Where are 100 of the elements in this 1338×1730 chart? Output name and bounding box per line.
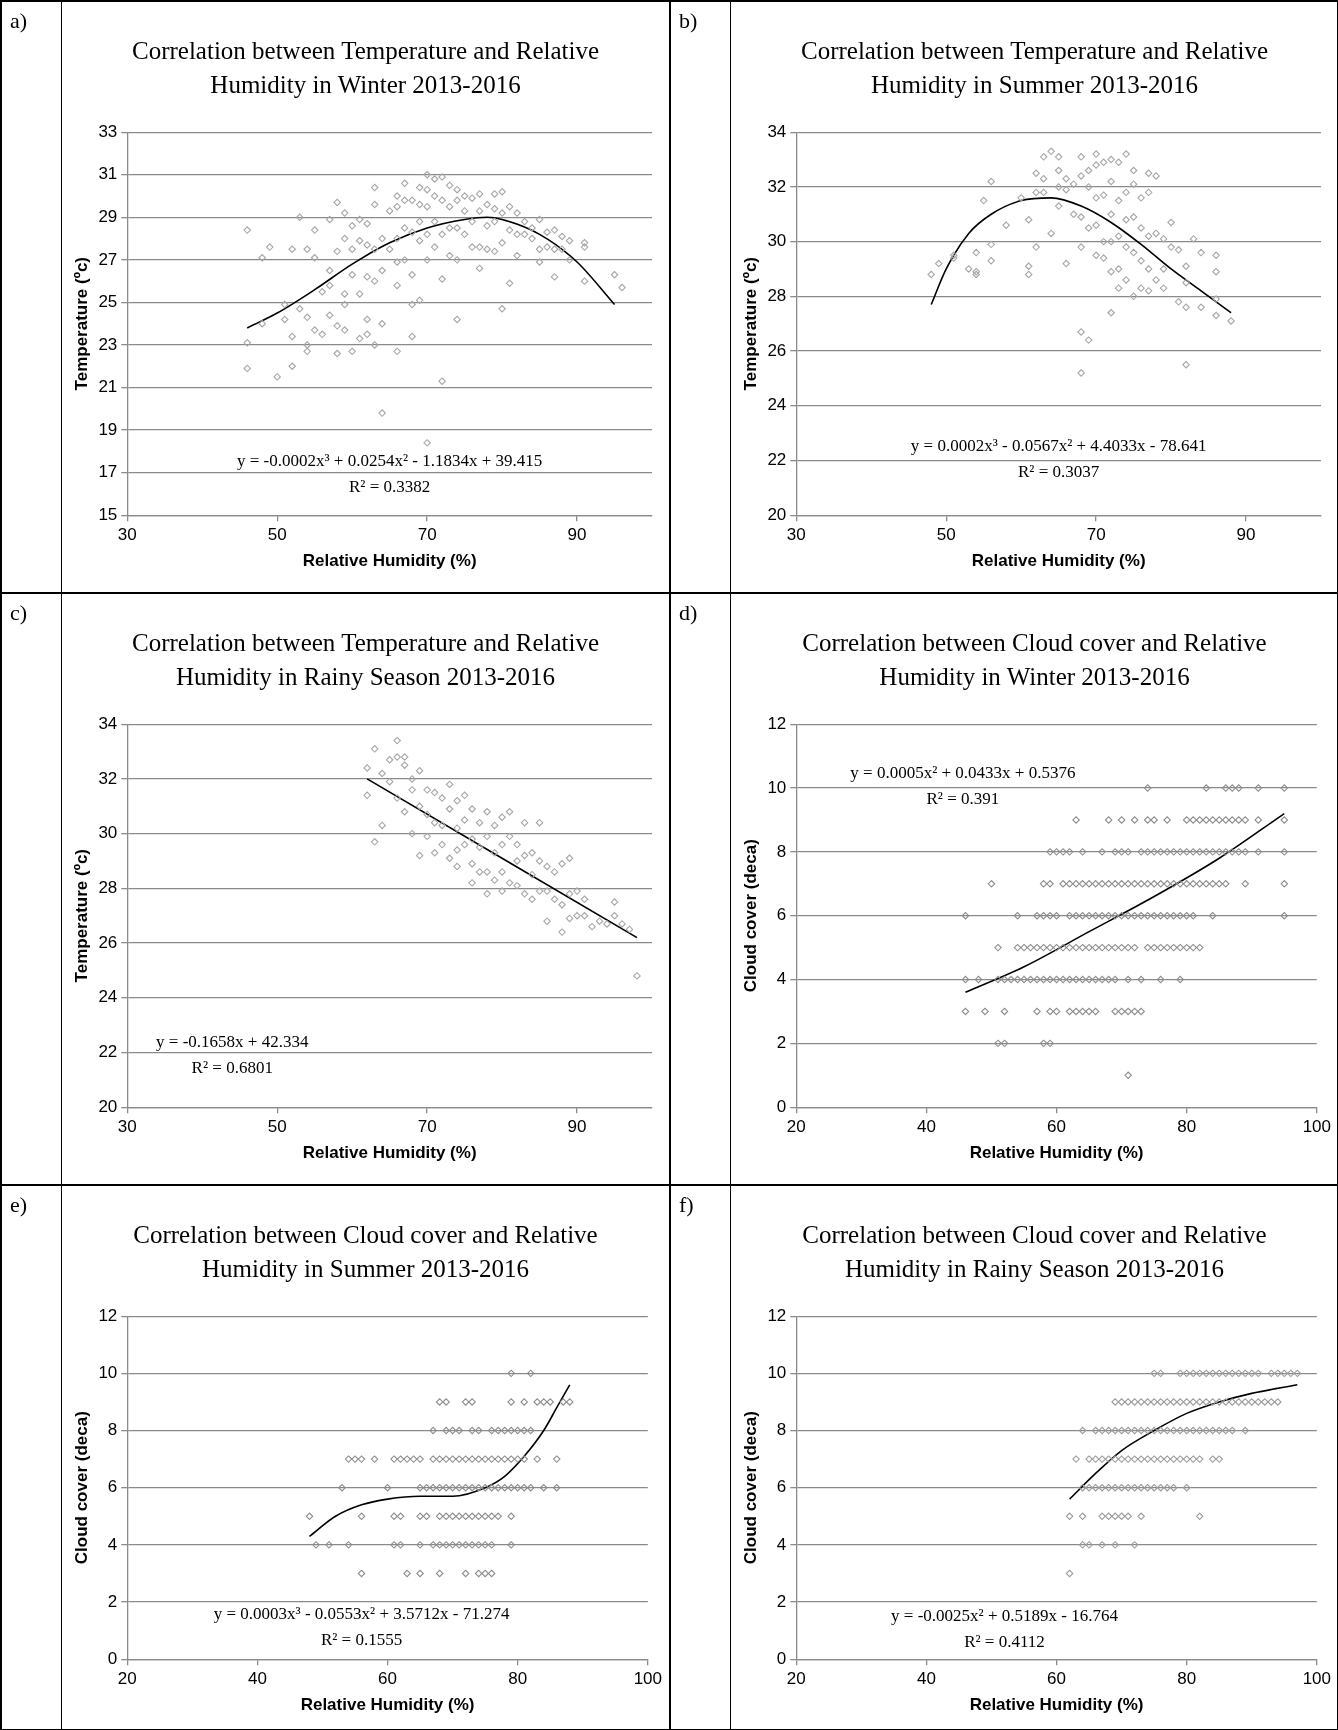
y-tick-label: 26 (766, 340, 786, 360)
y-tick-label: 29 (97, 207, 117, 226)
y-tick-label: 24 (97, 987, 117, 1007)
y-axis-title: Cloud cover (deca) (740, 839, 760, 993)
annotation: y = 0.0003x³ - 0.0553x² + 3.5712x - 71.274 (213, 1604, 510, 1624)
y-tick-label: 2 (776, 1033, 786, 1053)
x-tick-label: 90 (567, 525, 587, 545)
x-tick-label: 40 (247, 1669, 267, 1689)
x-tick-label: 70 (417, 1117, 437, 1137)
chart-title: Correlation between Temperature and Relative Humidity in Summer 2013-2016 (799, 36, 1269, 100)
y-tick-label: 15 (97, 504, 117, 524)
y-tick-label: 6 (776, 1477, 786, 1497)
x-axis-title: Relative Humidity (%) (300, 1695, 474, 1715)
y-tick-label: 27 (97, 249, 117, 269)
y-axis-title: Cloud cover (deca) (71, 1411, 91, 1565)
y-tick-label: 19 (97, 419, 117, 439)
chart-title: Correlation between Cloud cover and Relative Humidity in Winter 2013-2016 (801, 628, 1268, 692)
annotation: y = -0.0025x² + 0.5189x - 16.764 (890, 1605, 1118, 1625)
x-tick-label: 60 (1046, 1117, 1066, 1137)
x-tick-label: 100 (633, 1669, 662, 1689)
y-tick-label: 12 (766, 1305, 786, 1325)
x-axis-title: Relative Humidity (%) (302, 551, 477, 571)
x-axis-title: Relative Humidity (%) (969, 1695, 1143, 1715)
y-tick-label: 10 (766, 777, 786, 797)
x-tick-label: 50 (936, 525, 956, 545)
y-tick-label: 34 (766, 121, 786, 141)
y-tick-label: 24 (766, 395, 786, 415)
y-tick-label: 2 (776, 1591, 786, 1611)
annotation: R² = 0.6801 (191, 1057, 273, 1077)
y-tick-label: 2 (107, 1591, 117, 1611)
x-axis-title: Relative Humidity (%) (302, 1143, 477, 1163)
text: b) (671, 2, 731, 592)
chart-title: Correlation between Temperature and Relative Humidity in Winter 2013-2016 (130, 36, 600, 100)
y-axis-title: Cloud cover (deca) (740, 1411, 760, 1565)
y-tick-label: 0 (107, 1648, 117, 1668)
y-tick-label: 28 (97, 878, 117, 898)
x-tick-label: 90 (1236, 525, 1256, 545)
annotation: y = -0.1658x + 42.334 (155, 1031, 309, 1051)
x-tick-label: 80 (1176, 1117, 1196, 1137)
x-tick-label: 80 (1176, 1669, 1196, 1689)
annotation: R² = 0.3382 (348, 477, 430, 497)
x-tick-label: 60 (1046, 1669, 1066, 1689)
y-tick-label: 31 (97, 164, 117, 184)
annotation: R² = 0.4112 (963, 1631, 1045, 1651)
chart-title: Correlation between Cloud cover and Relative Humidity in Summer 2013-2016 (132, 1220, 599, 1284)
text: f) (671, 1186, 731, 1729)
y-tick-label: 34 (97, 713, 117, 733)
chart-title: Correlation between Cloud cover and Relative Humidity in Rainy Season 2013-2016 (801, 1220, 1268, 1284)
y-tick-label: 6 (776, 905, 786, 925)
x-tick-label: 40 (916, 1669, 936, 1689)
y-tick-label: 28 (766, 286, 786, 306)
y-tick-label: 20 (97, 1096, 117, 1116)
y-tick-label: 8 (776, 841, 786, 861)
y-tick-label: 25 (97, 292, 117, 312)
y-tick-label: 4 (107, 1534, 117, 1554)
y-tick-label: 30 (766, 231, 786, 251)
y-tick-label: 30 (97, 823, 117, 843)
y-tick-label: 6 (107, 1477, 117, 1497)
y-axis-title: Temperature (ºc) (71, 848, 91, 983)
y-axis-title: Temperature (ºc) (740, 256, 760, 391)
y-tick-label: 4 (776, 969, 786, 989)
x-axis-title: Relative Humidity (%) (971, 551, 1146, 571)
y-tick-label: 12 (766, 713, 786, 733)
y-tick-label: 4 (776, 1534, 786, 1554)
x-tick-label: 40 (916, 1117, 936, 1137)
x-tick-label: 90 (567, 1117, 587, 1137)
y-tick-label: 26 (97, 932, 117, 952)
x-tick-label: 70 (1086, 525, 1106, 545)
annotation: R² = 0.391 (925, 789, 999, 809)
y-tick-label: 8 (776, 1420, 786, 1440)
y-tick-label: 0 (776, 1648, 786, 1668)
x-tick-label: 100 (1302, 1669, 1331, 1689)
x-axis-title: Relative Humidity (%) (969, 1143, 1143, 1163)
annotation: y = 0.0005x² + 0.0433x + 0.5376 (849, 763, 1075, 783)
y-tick-label: 22 (97, 1042, 117, 1062)
text: c) (2, 594, 62, 1184)
y-tick-label: 10 (766, 1363, 786, 1383)
annotation: R² = 0.3037 (1017, 461, 1100, 481)
text: e) (2, 1186, 62, 1729)
x-tick-label: 50 (267, 525, 287, 545)
y-tick-label: 23 (97, 334, 117, 354)
y-tick-label: 0 (776, 1096, 786, 1116)
y-tick-label: 32 (766, 176, 786, 196)
y-tick-label: 8 (107, 1420, 117, 1440)
y-tick-label: 12 (97, 1305, 117, 1325)
x-tick-label: 70 (417, 525, 437, 545)
chart-title: Correlation between Temperature and Relative Humidity in Rainy Season 2013-2016 (130, 628, 600, 692)
annotation: R² = 0.1555 (320, 1630, 402, 1650)
y-tick-label: 33 (97, 121, 117, 141)
y-tick-label: 22 (766, 450, 786, 470)
text: d) (671, 594, 731, 1184)
y-axis-title: Temperature (ºc) (71, 256, 91, 391)
x-tick-label: 80 (507, 1669, 527, 1689)
x-tick-label: 60 (377, 1669, 397, 1689)
x-tick-label: 100 (1302, 1117, 1331, 1137)
y-tick-label: 17 (97, 462, 117, 482)
y-tick-label: 32 (97, 768, 117, 788)
annotation: y = 0.0002x³ - 0.0567x² + 4.4033x - 78.641 (910, 435, 1207, 455)
y-tick-label: 10 (97, 1363, 117, 1383)
x-tick-label: 50 (267, 1117, 287, 1137)
